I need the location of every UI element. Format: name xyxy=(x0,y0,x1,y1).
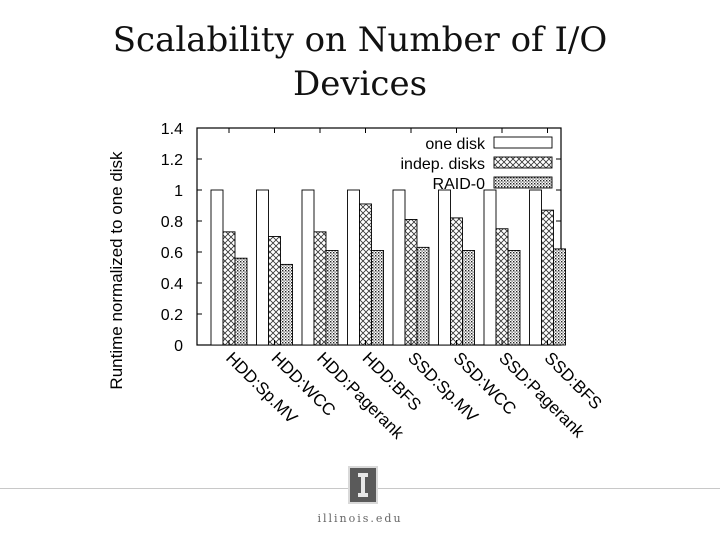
bar xyxy=(301,189,315,346)
bar xyxy=(222,231,236,346)
legend-swatch xyxy=(493,176,553,189)
bar xyxy=(541,209,554,346)
bar xyxy=(450,217,463,346)
y-axis-label: Runtime normalized to one disk xyxy=(107,151,126,390)
bar xyxy=(553,248,566,346)
bar xyxy=(325,249,339,346)
bar xyxy=(347,189,360,346)
bar xyxy=(313,231,327,346)
bar xyxy=(416,246,430,346)
slide-title-line1: Scalability on Number of I/O xyxy=(112,20,608,60)
y-tick-label: 0.8 xyxy=(161,214,183,231)
bar xyxy=(359,203,372,346)
bar xyxy=(483,189,497,346)
bar xyxy=(280,263,293,346)
y-tick-label: 1.4 xyxy=(161,121,183,138)
bar xyxy=(462,249,475,346)
legend-label: one disk xyxy=(425,136,486,153)
footer-url: illinois.edu xyxy=(317,512,403,525)
university-logo xyxy=(348,466,378,504)
y-tick-label: 0 xyxy=(174,338,183,355)
legend-label: RAID-0 xyxy=(433,176,486,193)
bar xyxy=(392,189,406,346)
slide-title-line2: Devices xyxy=(292,64,428,104)
bar xyxy=(507,249,521,346)
bar xyxy=(438,189,451,346)
bar xyxy=(256,189,269,346)
y-tick-label: 0.4 xyxy=(161,276,183,293)
y-tick-label: 0.2 xyxy=(161,307,183,324)
legend-swatch xyxy=(493,156,553,169)
bar xyxy=(268,236,281,346)
bar xyxy=(210,189,224,346)
legend-label: indep. disks xyxy=(401,156,486,173)
block-i-logo-icon xyxy=(358,473,368,497)
y-tick-label: 0.6 xyxy=(161,245,183,262)
bar xyxy=(495,228,509,346)
bar-chart: 0 0.2 0.4 0.6 0.8 1 1.2 1.4 Runtime normalized t… xyxy=(107,121,606,443)
y-tick-label: 1.2 xyxy=(161,152,183,169)
plot-area: 0 0.2 0.4 0.6 0.8 1 1.2 1.4 Runtime normalized t… xyxy=(107,121,606,443)
y-tick-label: 1 xyxy=(174,183,183,200)
bar xyxy=(529,189,542,346)
legend-swatch xyxy=(493,136,553,149)
bar xyxy=(404,218,418,346)
bar xyxy=(371,249,384,346)
slide-title: Scalability on Number of I/O Devices xyxy=(60,18,660,106)
bar xyxy=(234,257,248,346)
